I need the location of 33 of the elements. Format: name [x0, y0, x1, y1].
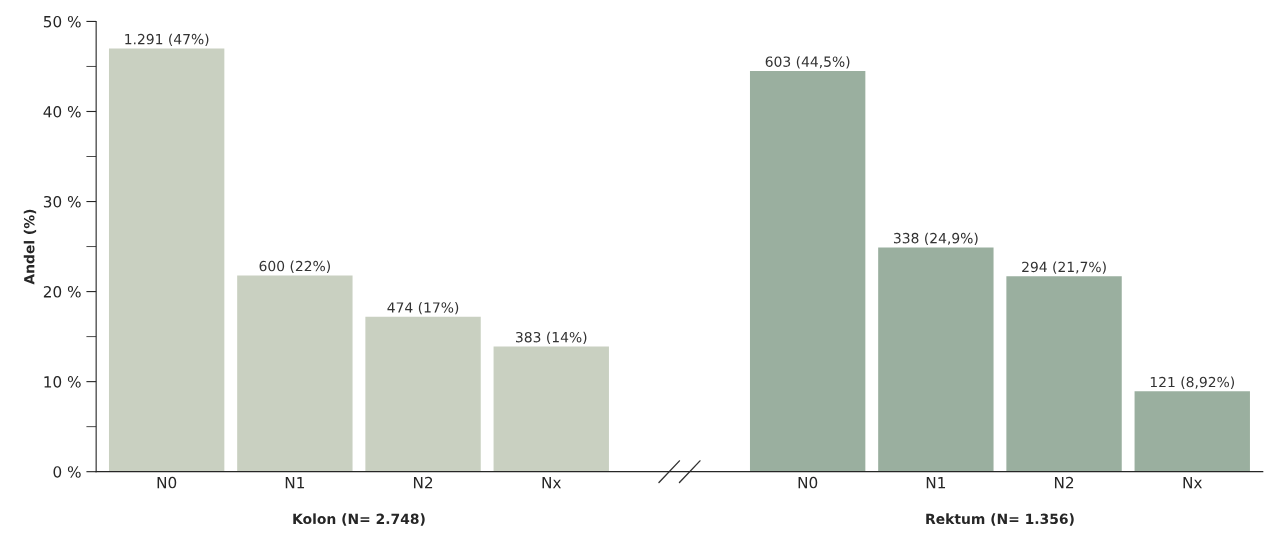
- bar: [237, 275, 353, 472]
- y-tick-label: 10 %: [44, 376, 81, 388]
- x-tick-label: N2: [1054, 476, 1074, 489]
- x-tick-label: Nx: [1183, 477, 1202, 489]
- x-tick-label: N0: [157, 476, 177, 489]
- text: Rektum (N= 1.356): [926, 513, 1074, 526]
- bar: [108, 48, 225, 472]
- bar: [878, 247, 994, 472]
- data-label: 294 (21,7%): [1022, 261, 1106, 274]
- x-tick-label: N1: [285, 477, 305, 489]
- bar: [749, 70, 866, 472]
- data-label: 474 (17%): [387, 301, 459, 315]
- bar: [1006, 276, 1122, 472]
- x-tick-label: N0: [798, 476, 818, 489]
- y-tick-label: 50 %: [43, 15, 81, 28]
- data-label: 121 (8,92%): [1150, 376, 1235, 389]
- y-axis-title: Andel (%): [23, 209, 37, 285]
- x-tick-label: N1: [926, 477, 946, 489]
- data-label: 1.291 (47%): [125, 33, 209, 47]
- x-tick-label: N2: [413, 476, 433, 489]
- y-tick-label: 30 %: [43, 196, 81, 208]
- y-tick-label: 40 %: [43, 105, 81, 118]
- data-label: 383 (14%): [516, 331, 587, 345]
- y-tick-label: 20 %: [43, 286, 81, 298]
- text: Kolon (N= 2.748): [293, 513, 425, 526]
- data-label: 338 (24,9%): [893, 232, 978, 246]
- x-tick-label: Nx: [542, 477, 561, 489]
- data-label: 603 (44,5%): [765, 56, 850, 69]
- bar: [365, 316, 481, 472]
- bar: [1134, 391, 1250, 472]
- bar: [493, 346, 609, 472]
- data-label: 600 (22%): [259, 260, 330, 273]
- y-tick-label: 0 %: [53, 466, 81, 478]
